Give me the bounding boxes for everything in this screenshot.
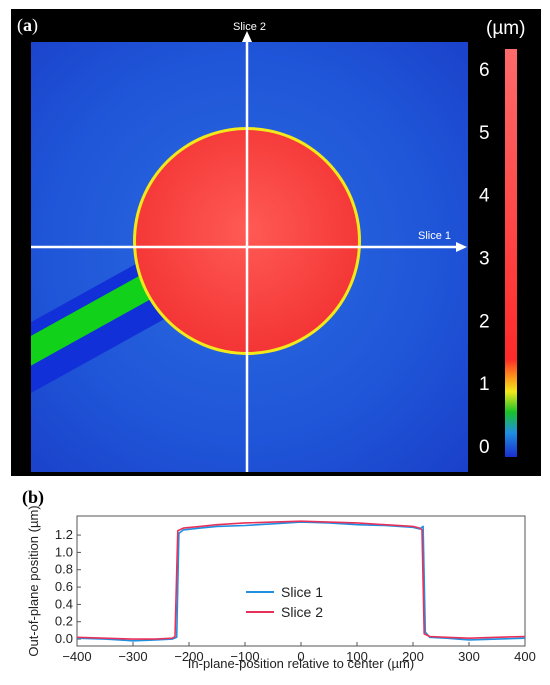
slice-1-label: Slice 1 bbox=[418, 230, 451, 242]
colorbar-tick-label: 6 bbox=[479, 60, 490, 81]
y-axis-label: Out-of-plane position (µm) bbox=[26, 505, 41, 656]
colorbar-unit: (µm) bbox=[486, 18, 525, 39]
y-tick-label: 0.8 bbox=[55, 562, 73, 577]
slice-1-arrowhead bbox=[456, 242, 467, 252]
x-axis-label: In-plane-position relative to center (µm… bbox=[188, 656, 414, 671]
x-tick-label: −400 bbox=[62, 649, 91, 664]
colorbar-tick-label: 5 bbox=[479, 123, 490, 144]
colorbar-tick-label: 0 bbox=[479, 437, 490, 458]
y-tick-label: 0.0 bbox=[55, 631, 73, 646]
colorbar-tick-label: 2 bbox=[479, 311, 490, 332]
y-tick-label: 0.4 bbox=[55, 596, 73, 611]
y-tick-label: 1.0 bbox=[55, 544, 73, 559]
colorbar-tick-label: 4 bbox=[479, 186, 490, 207]
panel-b-label: (b) bbox=[22, 487, 44, 508]
x-tick-label: 0 bbox=[297, 649, 304, 664]
chart-legend: Slice 1 Slice 2 bbox=[246, 584, 323, 620]
height-map-image bbox=[31, 42, 468, 472]
series-line-slice-2 bbox=[76, 520, 526, 640]
legend-label: Slice 1 bbox=[281, 584, 323, 600]
slice-lines bbox=[31, 31, 467, 472]
slice-2-arrowhead bbox=[242, 31, 252, 42]
y-tick-label: 0.6 bbox=[55, 579, 73, 594]
electrode-trace bbox=[31, 253, 185, 396]
series-layer bbox=[76, 520, 526, 642]
profile-chart-panel: (b) 0.0 0.2 0.4 0.6 0.8 1.0 1.2 −400 −300 −200 −1… bbox=[0, 480, 550, 685]
x-tick-label: 300 bbox=[458, 649, 480, 664]
y-tick-label: 1.2 bbox=[55, 527, 73, 542]
profile-chart: (b) 0.0 0.2 0.4 0.6 0.8 1.0 1.2 −400 −300 −200 −1… bbox=[22, 487, 536, 671]
plot-frame bbox=[76, 515, 526, 647]
x-tick-label: 200 bbox=[402, 649, 424, 664]
y-axis-ticks: 0.0 0.2 0.4 0.6 0.8 1.0 1.2 bbox=[55, 527, 81, 646]
colorbar-ticks: 0 1 2 3 4 5 6 bbox=[479, 60, 490, 458]
x-tick-label: −100 bbox=[230, 649, 259, 664]
legend-label: Slice 2 bbox=[281, 604, 323, 620]
height-map-svg: (a) Slice 2 Slice 1 (µm) 0 1 2 3 4 5 6 bbox=[17, 15, 525, 472]
series-line-slice-1 bbox=[76, 521, 526, 642]
x-tick-label: −200 bbox=[174, 649, 203, 664]
x-tick-label: 100 bbox=[346, 649, 368, 664]
slice-2-label: Slice 2 bbox=[233, 21, 266, 33]
panel-a-label: (a) bbox=[17, 15, 38, 36]
x-tick-label: 400 bbox=[514, 649, 536, 664]
height-map-panel: (a) Slice 2 Slice 1 (µm) 0 1 2 3 4 5 6 bbox=[11, 9, 541, 476]
colorbar bbox=[505, 49, 517, 457]
x-axis-ticks: −400 −300 −200 −100 0 100 200 300 400 bbox=[62, 642, 536, 664]
x-tick-label: −300 bbox=[118, 649, 147, 664]
colorbar-tick-label: 1 bbox=[479, 374, 490, 395]
y-tick-label: 0.2 bbox=[55, 614, 73, 629]
colorbar-tick-label: 3 bbox=[479, 249, 490, 270]
